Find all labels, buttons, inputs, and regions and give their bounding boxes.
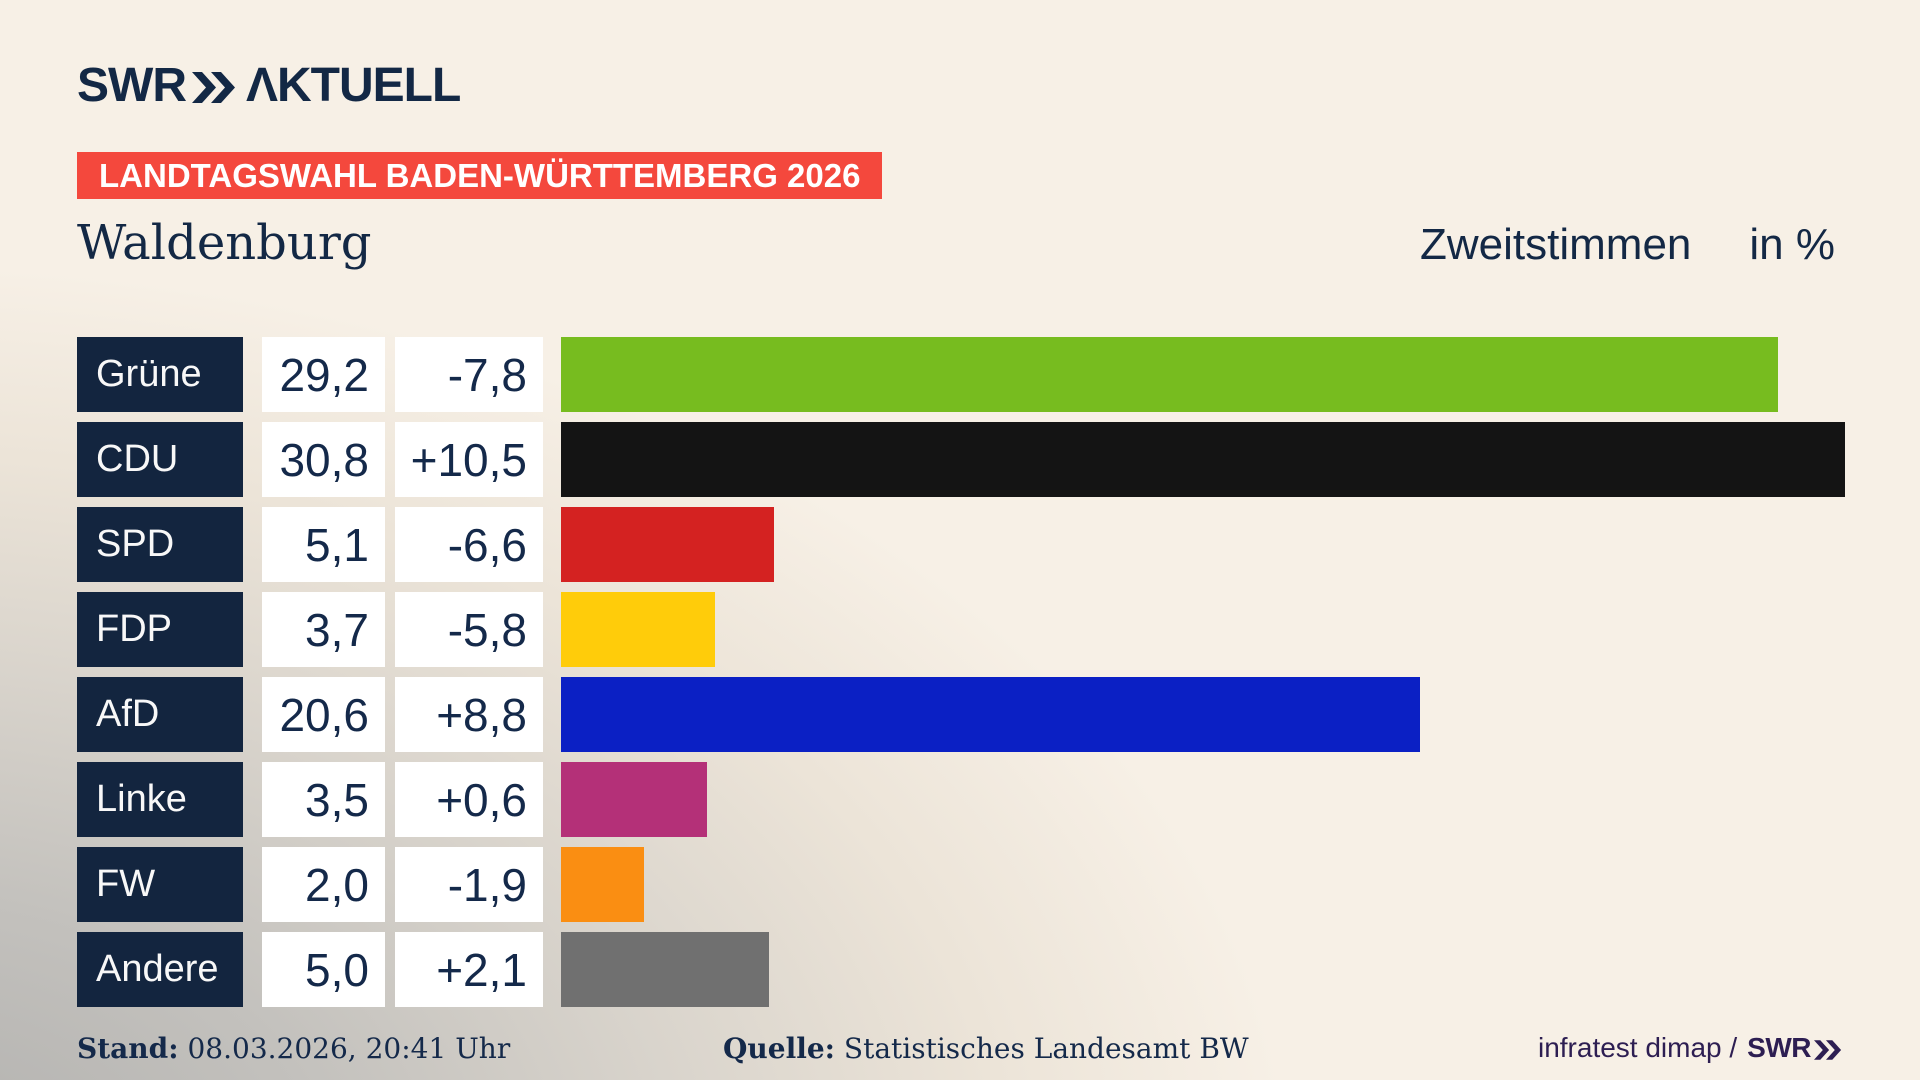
spacer — [543, 932, 561, 1007]
double-chevron-icon — [1814, 1039, 1842, 1060]
table-row: SPD 5,1 -6,6 — [77, 507, 1920, 582]
bar-track — [561, 932, 1920, 1007]
stand-value: 08.03.2026, 20:41 Uhr — [178, 1032, 511, 1065]
bar-track — [561, 422, 1920, 497]
aktuell-logo-text: ΛKTUELL — [245, 59, 461, 112]
party-label: FW — [77, 847, 243, 922]
change-cell: +8,8 — [395, 677, 543, 752]
unit-text: in % — [1749, 220, 1835, 269]
result-bar — [561, 507, 774, 582]
result-bar — [561, 677, 1420, 752]
spacer — [243, 762, 262, 837]
source-label: Quelle: — [723, 1032, 835, 1065]
result-bar — [561, 847, 645, 922]
change-cell: -1,9 — [395, 847, 543, 922]
value-cell: 20,6 — [262, 677, 385, 752]
change-cell: +2,1 — [395, 932, 543, 1007]
party-label: CDU — [77, 422, 243, 497]
bar-track — [561, 847, 1920, 922]
party-label: Andere — [77, 932, 243, 1007]
spacer — [543, 847, 561, 922]
bar-track — [561, 677, 1920, 752]
spacer — [243, 422, 262, 497]
result-bar — [561, 762, 707, 837]
page-title: Waldenburg — [77, 215, 372, 272]
stand-label: Stand: — [77, 1032, 179, 1065]
footer: Stand: 08.03.2026, 20:41 Uhr Quelle: Sta… — [0, 1026, 1920, 1072]
credit-text: infratest dimap / — [1537, 1032, 1738, 1063]
change-cell: -6,6 — [395, 507, 543, 582]
result-bar — [561, 592, 716, 667]
spacer — [243, 337, 262, 412]
bar-track — [561, 337, 1920, 412]
spacer — [243, 592, 262, 667]
title-row: Waldenburg Zweitstimmen in % — [77, 212, 1835, 270]
spacer — [243, 847, 262, 922]
election-banner: LANDTAGSWAHL BADEN-WÜRTTEMBERG 2026 — [77, 152, 883, 199]
party-label: AfD — [77, 677, 243, 752]
spacer — [243, 507, 262, 582]
change-cell: +0,6 — [395, 762, 543, 837]
spacer — [243, 677, 262, 752]
stand-timestamp: Stand: 08.03.2026, 20:41 Uhr — [77, 1032, 510, 1065]
table-row: FDP 3,7 -5,8 — [77, 592, 1920, 667]
spacer — [543, 677, 561, 752]
double-chevron-icon — [191, 71, 235, 103]
table-row: Andere 5,0 +2,1 — [77, 932, 1920, 1007]
result-bar — [561, 932, 770, 1007]
spacer — [385, 677, 395, 752]
spacer — [385, 422, 395, 497]
swr-aktuell-logo: SWR ΛKTUELL — [77, 59, 461, 112]
credit-brand: SWR — [1747, 1032, 1811, 1063]
spacer — [543, 507, 561, 582]
credit: infratest dimap / SWR — [1538, 1032, 1843, 1064]
spacer — [543, 592, 561, 667]
spacer — [385, 507, 395, 582]
table-row: Grüne 29,2 -7,8 — [77, 337, 1920, 412]
party-label: SPD — [77, 507, 243, 582]
value-cell: 3,5 — [262, 762, 385, 837]
table-row: Linke 3,5 +0,6 — [77, 762, 1920, 837]
spacer — [243, 932, 262, 1007]
bar-track — [561, 507, 1920, 582]
change-cell: -5,8 — [395, 592, 543, 667]
source: Quelle: Statistisches Landesamt BW — [723, 1032, 1249, 1065]
spacer — [385, 932, 395, 1007]
change-cell: +10,5 — [395, 422, 543, 497]
spacer — [543, 762, 561, 837]
spacer — [385, 337, 395, 412]
spacer — [385, 847, 395, 922]
value-cell: 5,1 — [262, 507, 385, 582]
source-value: Statistisches Landesamt BW — [835, 1032, 1249, 1065]
measure-text: Zweitstimmen — [1420, 220, 1692, 269]
table-row: CDU 30,8 +10,5 — [77, 422, 1920, 497]
change-cell: -7,8 — [395, 337, 543, 412]
spacer — [385, 762, 395, 837]
party-label: FDP — [77, 592, 243, 667]
bar-chart: Grüne 29,2 -7,8 CDU 30,8 +10,5 SPD 5,1 -6,6 FDP 3,… — [77, 337, 1920, 1007]
party-label: Grüne — [77, 337, 243, 412]
bar-track — [561, 762, 1920, 837]
result-bar — [561, 337, 1779, 412]
value-cell: 30,8 — [262, 422, 385, 497]
value-cell: 2,0 — [262, 847, 385, 922]
table-row: FW 2,0 -1,9 — [77, 847, 1920, 922]
measure-label: Zweitstimmen in % — [1420, 220, 1835, 270]
spacer — [543, 422, 561, 497]
bar-track — [561, 592, 1920, 667]
party-label: Linke — [77, 762, 243, 837]
value-cell: 29,2 — [262, 337, 385, 412]
swr-logo-text: SWR — [77, 59, 187, 112]
spacer — [543, 337, 561, 412]
result-bar — [561, 422, 1845, 497]
value-cell: 5,0 — [262, 932, 385, 1007]
spacer — [385, 592, 395, 667]
value-cell: 3,7 — [262, 592, 385, 667]
table-row: AfD 20,6 +8,8 — [77, 677, 1920, 752]
